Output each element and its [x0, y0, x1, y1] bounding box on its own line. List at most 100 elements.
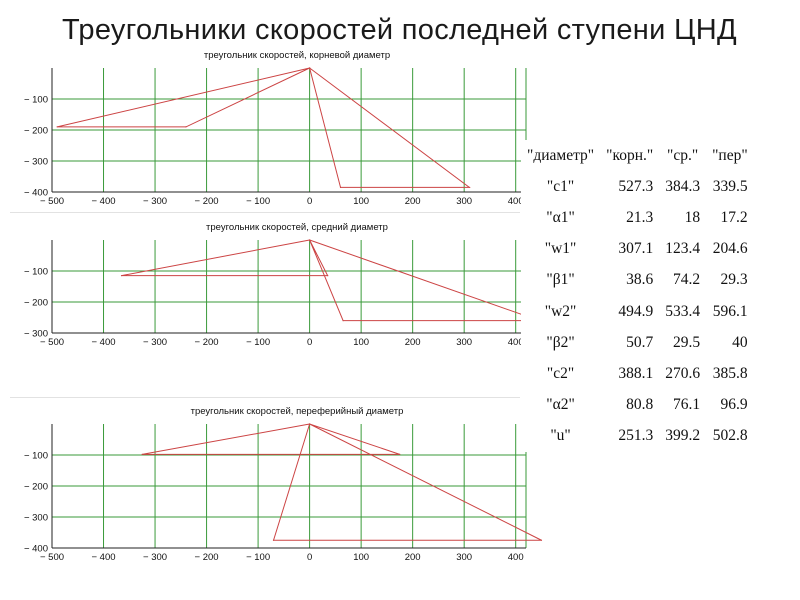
velocity-triangle-chart-tip: треугольник скоростей, переферийный диам… [24, 406, 543, 563]
table-row: "c2" 388.1 270.6 385.8 [521, 358, 754, 389]
x-tick-label: 200 [405, 337, 421, 348]
row-label-cell: "w2" [544, 302, 577, 320]
value-cell: 494.9 [618, 302, 654, 320]
y-tick-label: − 200 [24, 298, 48, 309]
value-cell: 40 [732, 333, 748, 351]
row-label-cell: "β1" [546, 271, 575, 289]
x-tick-label: − 200 [195, 337, 219, 348]
table-row: "β1" 38.6 74.2 29.3 [521, 265, 754, 296]
row-label-cell: "c1" [546, 177, 575, 195]
parameters-table: "диаметр" "корн." "ср." "пер" "c1" 527.3 3… [521, 140, 754, 452]
data-point [468, 186, 470, 188]
table-row: "w1" 307.1 123.4 204.6 [521, 234, 754, 265]
header-cell: "корн." [606, 146, 654, 164]
row-label-cell: "u" [550, 427, 571, 445]
row-label-cell: "β2" [546, 333, 575, 351]
row-label-cell: "α1" [546, 208, 575, 226]
data-point [120, 275, 123, 277]
x-tick-label: − 300 [143, 196, 167, 207]
table-row: "w2" 494.9 533.4 596.1 [521, 296, 754, 327]
chart-divider [10, 212, 520, 213]
header-cell: "ср." [667, 146, 699, 164]
x-tick-label: 0 [307, 337, 312, 348]
y-tick-label: − 400 [24, 544, 48, 555]
x-tick-label: 100 [353, 196, 369, 207]
value-cell: 80.8 [626, 396, 654, 414]
x-tick-label: − 100 [246, 196, 270, 207]
x-tick-label: 300 [456, 196, 472, 207]
y-tick-label: − 100 [24, 451, 48, 462]
value-cell: 527.3 [618, 177, 654, 195]
velocity-triangle-line [142, 423, 542, 541]
data-point [309, 239, 311, 241]
value-cell: 502.8 [712, 427, 748, 445]
x-tick-label: 300 [456, 552, 472, 563]
data-point [272, 539, 275, 541]
chart-title: треугольник скоростей, переферийный диам… [191, 406, 404, 417]
x-tick-label: 400 [508, 337, 524, 348]
value-cell: 21.3 [626, 208, 654, 226]
data-point [309, 423, 311, 425]
velocity-triangle-chart-root: треугольник скоростей, корневой диаметр −… [24, 50, 527, 207]
x-tick-label: 400 [508, 552, 524, 563]
table-row: "u" 251.3 399.2 502.8 [521, 421, 754, 452]
x-tick-label: 200 [405, 552, 421, 563]
table-row: "α2" 80.8 76.1 96.9 [521, 390, 754, 421]
x-tick-label: 200 [405, 196, 421, 207]
value-cell: 50.7 [626, 333, 654, 351]
value-cell: 399.2 [665, 427, 701, 445]
x-tick-label: − 500 [40, 196, 64, 207]
table-row: "α1" 21.3 18 17.2 [521, 202, 754, 233]
y-tick-label: − 100 [24, 267, 48, 278]
data-point [56, 126, 58, 128]
data-point [342, 320, 344, 322]
data-point [327, 275, 329, 277]
data-point [339, 186, 342, 188]
velocity-triangle-chart-mean: треугольник скоростей, средний диаметр − … [24, 222, 527, 348]
value-cell: 251.3 [618, 427, 654, 445]
value-cell: 339.5 [712, 177, 748, 195]
y-tick-label: − 200 [24, 126, 48, 137]
y-tick-label: − 300 [24, 329, 48, 340]
value-cell: 29.5 [672, 333, 701, 351]
x-tick-label: − 400 [91, 196, 115, 207]
chart-divider [10, 397, 520, 398]
x-tick-label: − 400 [91, 337, 115, 348]
value-cell: 123.4 [665, 240, 701, 258]
x-tick-label: − 300 [143, 552, 167, 563]
value-cell: 388.1 [618, 364, 654, 382]
row-label-cell: "c2" [546, 364, 575, 382]
x-tick-label: − 500 [40, 552, 64, 563]
value-cell: 38.6 [626, 271, 654, 289]
y-tick-label: − 200 [24, 482, 48, 493]
value-cell: 17.2 [720, 208, 748, 226]
velocity-triangle-line [309, 239, 527, 317]
value-cell: 29.3 [720, 271, 748, 289]
value-cell: 596.1 [712, 302, 748, 320]
y-tick-label: − 100 [24, 95, 48, 106]
velocity-triangle-line [121, 239, 526, 322]
y-tick-label: − 400 [24, 188, 48, 199]
chart-title: треугольник скоростей, средний диаметр [206, 222, 388, 233]
x-tick-label: − 300 [143, 337, 167, 348]
value-cell: 204.6 [712, 240, 748, 258]
value-cell: 384.3 [665, 177, 701, 195]
value-cell: 74.2 [672, 271, 701, 289]
row-label-cell: "α2" [546, 396, 575, 414]
table-header-row: "диаметр" "корн." "ср." "пер" [521, 140, 754, 171]
x-tick-label: − 200 [195, 552, 219, 563]
header-cell: "диаметр" [527, 146, 595, 164]
x-tick-label: 100 [353, 552, 369, 563]
value-cell: 533.4 [665, 302, 701, 320]
x-tick-label: 100 [353, 337, 369, 348]
data-point [399, 453, 401, 455]
value-cell: 18 [684, 208, 701, 226]
x-tick-label: − 400 [91, 552, 115, 563]
table-row: "c1" 527.3 384.3 339.5 [521, 171, 754, 202]
table-row: "β2" 50.7 29.5 40 [521, 327, 754, 358]
header-cell: "пер" [712, 146, 748, 164]
x-tick-label: − 100 [246, 337, 270, 348]
row-label-cell: "w1" [544, 240, 577, 258]
x-tick-label: 400 [508, 196, 524, 207]
data-point [141, 453, 143, 455]
